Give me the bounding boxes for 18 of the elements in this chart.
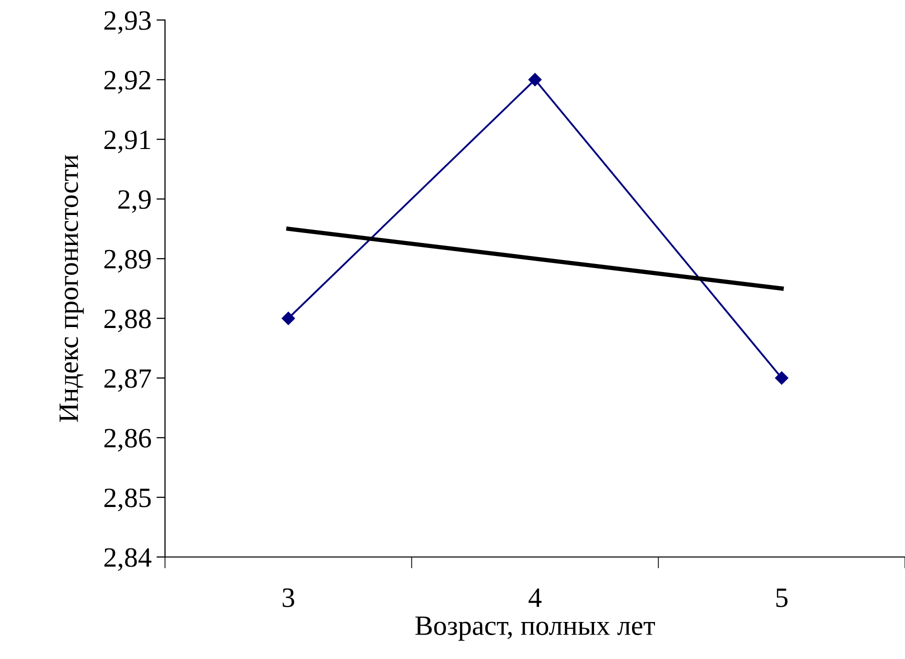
- y-tick-label: 2,85: [104, 488, 151, 512]
- point: [775, 371, 788, 385]
- y-tick-label: 2,9: [118, 190, 151, 213]
- y-tick-label: 2,88: [104, 310, 151, 332]
- point: [528, 73, 542, 86]
- y-tick-label: 2,86: [104, 428, 151, 452]
- y-tick-label: 2,92: [104, 70, 150, 94]
- y-tick-label: 2,89: [104, 250, 151, 273]
- y-tick-label: 2,93: [104, 11, 151, 34]
- x-tick-label: 3: [282, 588, 294, 608]
- x-tick-label: 4: [528, 588, 542, 607]
- y-axis-title: Индекс прогонистости: [60, 154, 84, 422]
- x-tick-label: 5: [776, 588, 788, 608]
- x-axis-title: Возраст, полных лет: [415, 616, 655, 641]
- y-tick-label: 2,91: [104, 130, 150, 154]
- y-tick-label: 2,84: [104, 548, 152, 571]
- y-tick-label: 2,87: [104, 369, 152, 392]
- point: [282, 312, 295, 325]
